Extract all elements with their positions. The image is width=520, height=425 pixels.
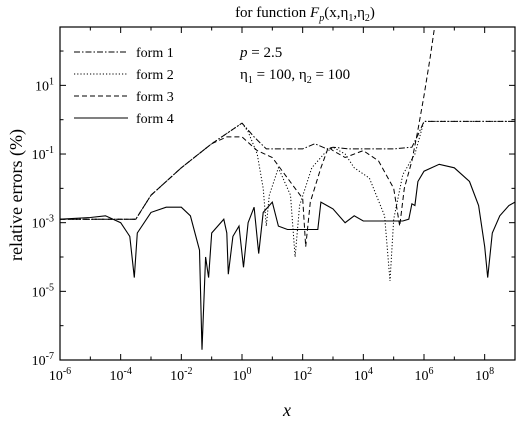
x-tick-base: 10 — [170, 369, 184, 384]
eta1-value: = 100, — [253, 67, 299, 83]
x-tick-exp: 6 — [429, 366, 434, 377]
legend: form 1 form 2 form 3 form 4 — [74, 46, 174, 127]
chart-title-sub-p: p — [318, 13, 324, 24]
eta1-sub: 1 — [248, 75, 253, 86]
legend-label-1: form 1 — [136, 46, 174, 61]
x-tick-base: 10 — [49, 369, 63, 384]
x-tick-exp: -6 — [63, 366, 71, 377]
eta2-symbol: η — [299, 67, 307, 83]
series-line-1 — [60, 120, 515, 220]
chart-title-F: F — [309, 5, 320, 21]
series-line-4 — [60, 163, 515, 350]
x-tick-label: 10-2 — [170, 366, 192, 384]
y-tick-label: 10-1 — [32, 145, 54, 163]
x-axis-label: x — [282, 400, 291, 420]
x-tick-label: 108 — [475, 366, 494, 384]
y-tick-base: 10 — [32, 217, 46, 232]
eta2-value: = 100 — [312, 67, 350, 83]
series-line-3 — [60, 27, 436, 247]
x-tick-exp: 2 — [307, 366, 312, 377]
y-tick-base: 10 — [32, 354, 46, 369]
y-tick-label: 10-3 — [32, 214, 54, 232]
y-tick-label: 10-7 — [32, 351, 54, 369]
legend-label-3: form 3 — [136, 90, 174, 105]
x-tick-exp: 8 — [489, 366, 494, 377]
eta1-symbol: η — [240, 67, 248, 83]
y-tick-exp: -1 — [46, 145, 54, 156]
x-tick-base: 10 — [415, 369, 429, 384]
legend-label-4: form 4 — [136, 112, 174, 127]
y-tick-base: 10 — [35, 79, 49, 94]
chart-title-text: for function — [235, 5, 310, 21]
y-tick-exp: -5 — [46, 282, 54, 293]
x-tick-exp: 0 — [247, 366, 252, 377]
x-tick-exp: -2 — [184, 366, 192, 377]
chart-title: for function Fp(x,η1,η2) — [235, 5, 375, 24]
plot-frame — [59, 26, 516, 361]
x-tick-label: 10-4 — [109, 366, 131, 384]
x-tick-base: 10 — [354, 369, 368, 384]
parameter-annotation: p = 2.5 η1 = 100, η2 = 100 — [239, 45, 350, 86]
x-tick-exp: 4 — [368, 366, 373, 377]
x-tick-base: 10 — [475, 369, 489, 384]
x-tick-base: 10 — [109, 369, 123, 384]
eta2-sub: 2 — [307, 75, 312, 86]
y-tick-base: 10 — [32, 285, 46, 300]
x-tick-exp: -4 — [123, 366, 131, 377]
y-tick-label: 10-5 — [32, 282, 54, 300]
y-tick-base: 10 — [32, 148, 46, 163]
y-tick-label: 101 — [35, 76, 54, 94]
y-axis-label: relative errors (%) — [6, 129, 27, 261]
y-tick-exp: -7 — [46, 351, 54, 362]
p-annotation: p = 2.5 — [239, 45, 282, 61]
x-tick-label: 106 — [415, 366, 434, 384]
eta-annotation: η1 = 100, η2 = 100 — [240, 67, 350, 86]
p-symbol: p — [239, 45, 248, 61]
y-tick-exp: 1 — [49, 76, 54, 87]
x-tick-label: 100 — [233, 366, 252, 384]
chart-title-close: ) — [370, 5, 375, 21]
chart-title-args: (x,η — [324, 5, 348, 21]
chart-title-comma: ,η — [353, 5, 365, 21]
y-tick-exp: -3 — [46, 214, 54, 225]
x-tick-base: 10 — [233, 369, 247, 384]
series-layer — [60, 27, 515, 350]
p-value: = 2.5 — [248, 45, 283, 61]
x-tick-label: 102 — [293, 366, 312, 384]
x-tick-label: 104 — [354, 366, 373, 384]
legend-label-2: form 2 — [136, 68, 174, 83]
chart-title-sub1: 1 — [348, 13, 353, 24]
chart-title-sub2: 2 — [365, 13, 370, 24]
x-tick-label: 10-6 — [49, 366, 71, 384]
x-axis-ticks: 10-6 10-4 10-2 100 102 104 106 108 — [49, 27, 516, 384]
x-tick-base: 10 — [293, 369, 307, 384]
series-line-2 — [60, 120, 515, 282]
